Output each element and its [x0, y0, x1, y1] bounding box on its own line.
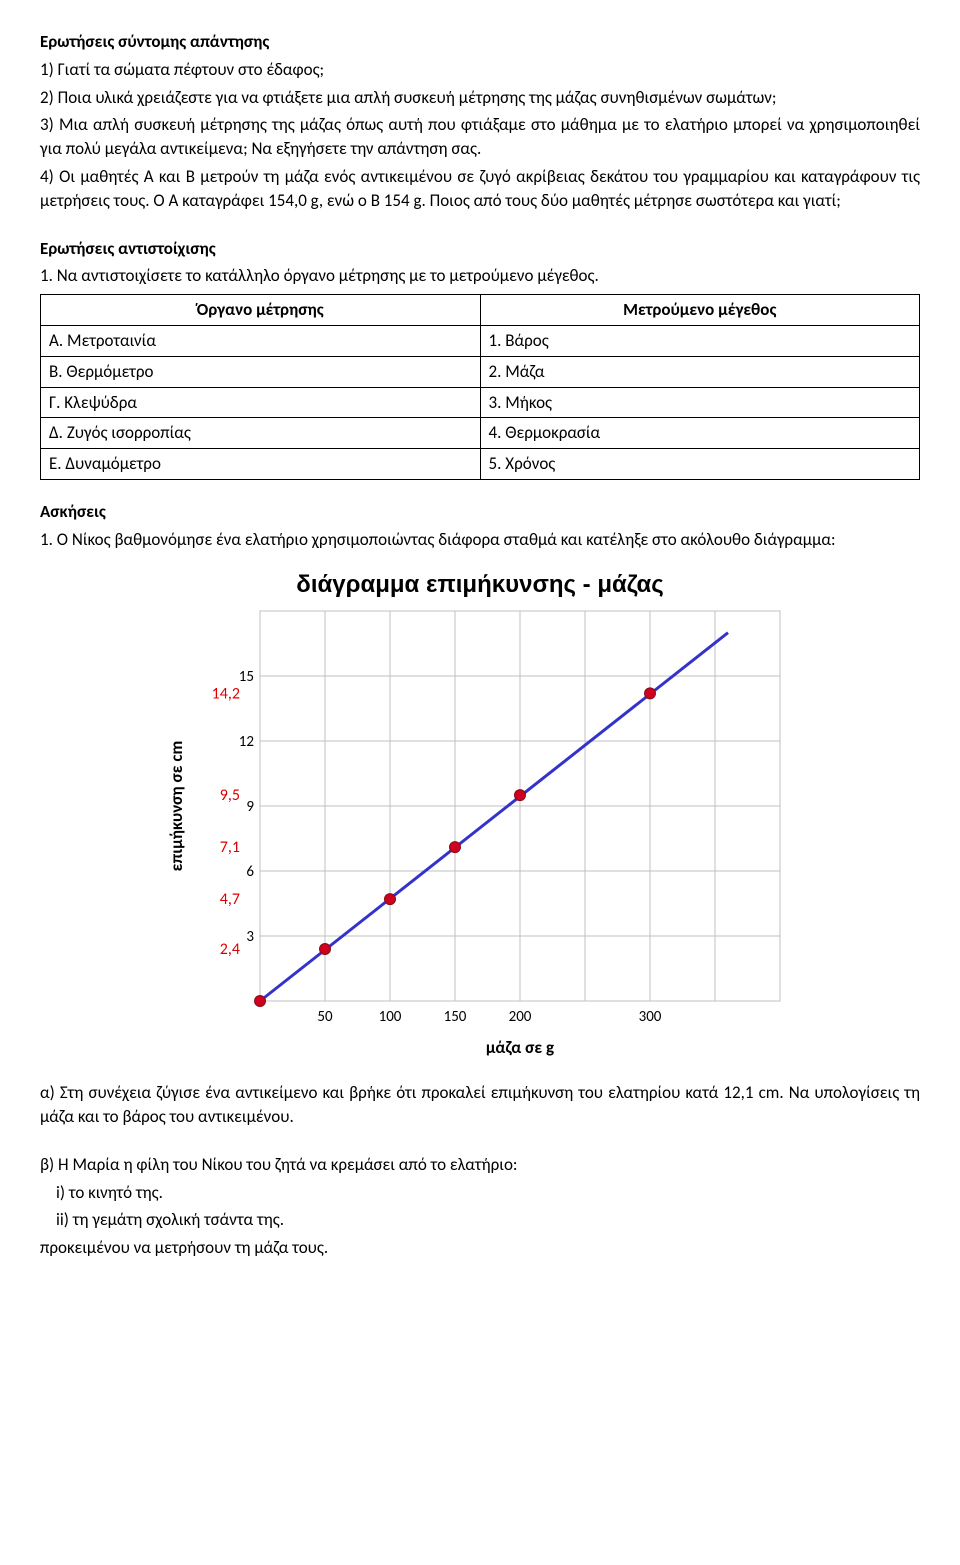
matching-right-cell: 3. Μήκος: [480, 387, 920, 418]
matching-table: Όργανο μέτρησης Μετρούμενο μέγεθος Α. Με…: [40, 294, 920, 480]
svg-text:14,2: 14,2: [212, 684, 240, 703]
matching-left-cell: Γ. Κλεψύδρα: [41, 387, 481, 418]
matching-heading: Ερωτήσεις αντιστοίχισης: [40, 237, 920, 261]
short-answer-heading: Ερωτήσεις σύντομης απάντησης: [40, 30, 920, 54]
exercise-b-tail: προκειμένου να μετρήσουν τη μάζα τους.: [40, 1236, 920, 1260]
exercise-a: α) Στη συνέχεια ζύγισε ένα αντικείμενο κ…: [40, 1081, 920, 1129]
matching-header-left: Όργανο μέτρησης: [41, 295, 481, 326]
svg-text:4,7: 4,7: [220, 890, 240, 909]
matching-intro: 1. Να αντιστοιχίσετε το κατάλληλο όργανο…: [40, 264, 920, 288]
short-answer-q2: 2) Ποια υλικά χρειάζεστε για να φτιάξετε…: [40, 86, 920, 110]
exercise-b-i: i) το κινητό της.: [40, 1181, 920, 1205]
table-row: Δ. Ζυγός ισορροπίας 4. Θερμοκρασία: [41, 418, 920, 449]
table-header-row: Όργανο μέτρησης Μετρούμενο μέγεθος: [41, 295, 920, 326]
matching-right-cell: 2. Μάζα: [480, 356, 920, 387]
matching-header-right: Μετρούμενο μέγεθος: [480, 295, 920, 326]
matching-right-cell: 4. Θερμοκρασία: [480, 418, 920, 449]
short-answer-q3: 3) Μια απλή συσκευή μέτρησης της μάζας ό…: [40, 113, 920, 161]
chart-title: διάγραμμα επιμήκυνσης - μάζας: [40, 568, 920, 602]
svg-text:15: 15: [239, 668, 254, 686]
svg-text:3: 3: [246, 928, 254, 946]
exercise-b-ii: ii) τη γεμάτη σχολική τσάντα της.: [40, 1208, 920, 1232]
svg-text:100: 100: [379, 1008, 402, 1026]
table-row: Ε. Δυναμόμετρο 5. Χρόνος: [41, 449, 920, 480]
exercises-intro: 1. Ο Νίκος βαθμονόμησε ένα ελατήριο χρησ…: [40, 528, 920, 552]
exercises-heading: Ασκήσεις: [40, 500, 920, 524]
matching-right-cell: 1. Βάρος: [480, 325, 920, 356]
svg-text:300: 300: [639, 1008, 662, 1026]
matching-right-cell: 5. Χρόνος: [480, 449, 920, 480]
table-row: Α. Μετροταινία 1. Βάρος: [41, 325, 920, 356]
chart-svg: 50 100 150 200 300 3 6 9 12 15 2,4 4,7 7,1 9,5 14,2 μάζ…: [160, 601, 800, 1061]
exercise-b-lead: β) Η Μαρία η φίλη του Νίκου του ζητά να …: [40, 1153, 920, 1177]
svg-text:9: 9: [246, 798, 254, 816]
svg-text:6: 6: [246, 863, 254, 881]
matching-left-cell: Α. Μετροταινία: [41, 325, 481, 356]
chart-container: διάγραμμα επιμήκυνσης - μάζας 50 100 150 20…: [40, 568, 920, 1062]
svg-text:επιμήκυνση σε cm: επιμήκυνση σε cm: [166, 741, 187, 872]
svg-text:50: 50: [317, 1008, 333, 1026]
matching-left-cell: Δ. Ζυγός ισορροπίας: [41, 418, 481, 449]
svg-text:200: 200: [509, 1008, 532, 1026]
short-answer-q1: 1) Γιατί τα σώματα πέφτουν στο έδαφος;: [40, 58, 920, 82]
matching-left-cell: Ε. Δυναμόμετρο: [41, 449, 481, 480]
svg-text:12: 12: [239, 733, 254, 751]
table-row: Γ. Κλεψύδρα 3. Μήκος: [41, 387, 920, 418]
svg-text:μάζα σε g: μάζα σε g: [486, 1037, 554, 1058]
matching-left-cell: Β. Θερμόμετρο: [41, 356, 481, 387]
short-answer-q4: 4) Οι μαθητές Α και Β μετρούν τη μάζα εν…: [40, 165, 920, 213]
svg-text:7,1: 7,1: [220, 838, 240, 857]
svg-text:150: 150: [444, 1008, 467, 1026]
svg-text:9,5: 9,5: [220, 786, 240, 805]
table-row: Β. Θερμόμετρο 2. Μάζα: [41, 356, 920, 387]
svg-text:2,4: 2,4: [220, 940, 240, 959]
